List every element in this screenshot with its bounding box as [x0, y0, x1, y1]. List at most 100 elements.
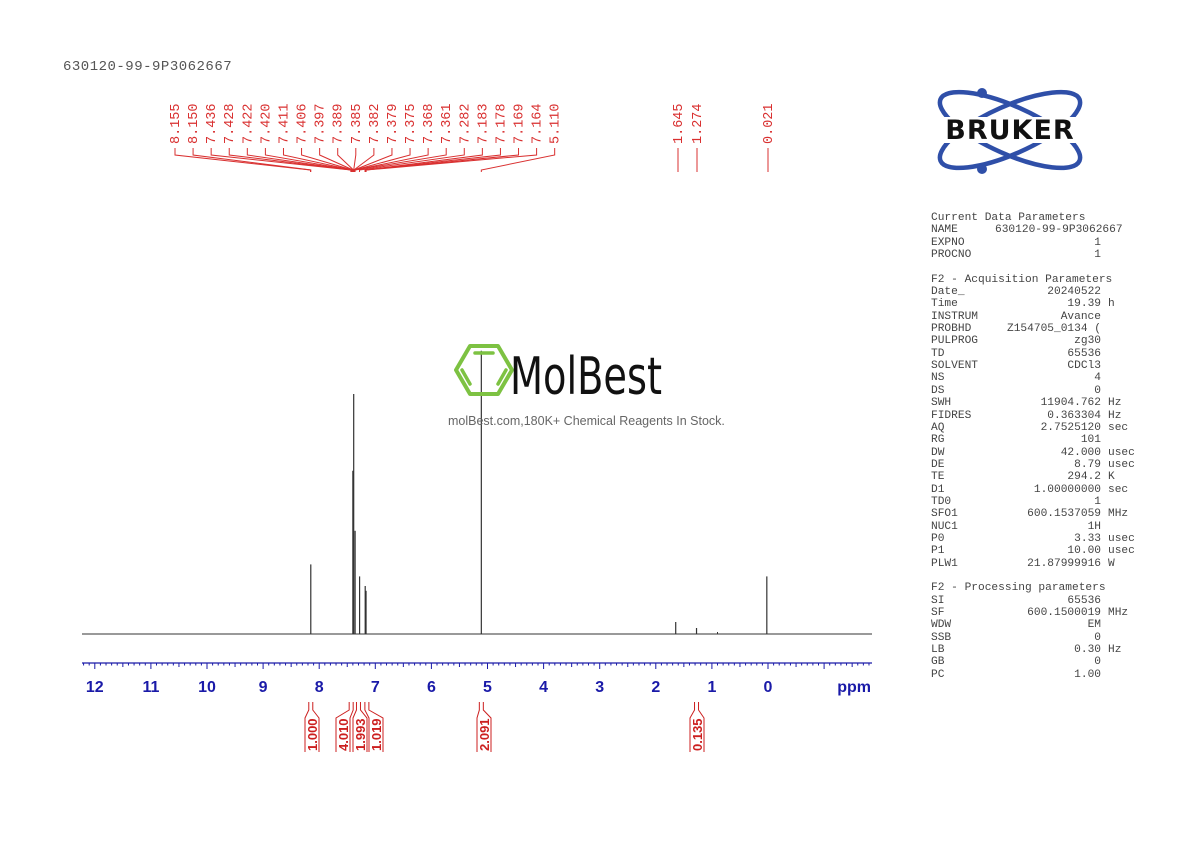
- param-row-procno: PROCNO 1: [931, 249, 1135, 261]
- param-row-name: NAME 630120-99-9P3062667: [931, 224, 1135, 236]
- peak-label: 7.436: [205, 103, 220, 144]
- peak-label: 1.645: [672, 103, 687, 144]
- param-unit: [1101, 496, 1108, 508]
- param-row-pulprog: PULPROG zg30: [931, 335, 1135, 347]
- x-tick-label: 0: [764, 679, 773, 696]
- peak-label: 0.021: [762, 103, 777, 144]
- param-key: TD0: [931, 495, 952, 508]
- param-unit: h: [1108, 298, 1115, 311]
- param-unit: [1101, 335, 1108, 347]
- param-unit: [1101, 311, 1108, 323]
- param-row-lb: LB 0.30 Hz: [931, 644, 1135, 656]
- spectrum-title: 630120-99-9P3062667: [63, 59, 233, 75]
- param-row-instrum: INSTRUM Avance: [931, 311, 1135, 323]
- param-unit: [1101, 360, 1108, 372]
- param-key: GB: [931, 656, 945, 669]
- param-key: SF: [931, 607, 945, 619]
- peak-label: 1.274: [691, 103, 706, 144]
- current-data-rows: NAME 630120-99-9P3062667 EXPNO 1 PROCNO 1: [931, 224, 1135, 261]
- integral-value: 1.000: [305, 718, 320, 751]
- molbest-watermark: MolBest molBest.com,180K+ Chemical Reage…: [448, 342, 748, 428]
- param-unit: MHz: [1108, 607, 1129, 619]
- param-value: 65536: [1067, 347, 1101, 360]
- param-key: PROBHD: [931, 323, 972, 336]
- param-row-probhd: PROBHD Z154705_0134 (: [931, 323, 1135, 335]
- param-key: DS: [931, 384, 945, 397]
- peak-label: 7.411: [277, 103, 292, 144]
- param-key: SI: [931, 594, 945, 607]
- param-unit: W: [1108, 557, 1115, 570]
- param-row-sf: SF 600.1500019 MHz: [931, 607, 1135, 619]
- peak-label: 7.178: [494, 103, 509, 144]
- param-key: SSB: [931, 631, 952, 644]
- x-tick-label: 8: [315, 679, 324, 696]
- peak-label: 7.389: [332, 103, 347, 144]
- x-tick-label: 5: [483, 679, 492, 696]
- param-unit: [1101, 286, 1108, 298]
- param-unit: [1101, 595, 1108, 607]
- peak-label: 7.169: [513, 103, 528, 144]
- param-value: 600.1500019: [1027, 607, 1101, 619]
- peak-label: 7.422: [241, 103, 256, 144]
- x-tick-label: 4: [539, 679, 548, 696]
- param-unit: [1101, 434, 1108, 446]
- peak-label: 7.183: [476, 103, 491, 144]
- param-unit: sec: [1108, 421, 1129, 434]
- param-value: 3.33: [1074, 532, 1101, 545]
- param-row-date: Date_ 20240522: [931, 286, 1135, 298]
- param-unit: [1101, 249, 1108, 261]
- param-value: 1: [1094, 495, 1101, 508]
- peak-label: 7.379: [386, 103, 401, 144]
- param-unit: Hz: [1108, 644, 1122, 657]
- param-key: AQ: [931, 421, 945, 434]
- peak-labels: 8.155 8.150 7.436 7.428 7.422 7.420 7.411 7.406…: [169, 103, 777, 144]
- param-row-td: TD 65536: [931, 348, 1135, 360]
- param-unit: [1101, 237, 1108, 249]
- param-value: 1: [1094, 249, 1101, 262]
- param-key: P1: [931, 545, 945, 558]
- param-value: 20240522: [1047, 286, 1101, 299]
- param-key: SWH: [931, 397, 952, 410]
- acquisition-heading: F2 - Acquisition Parameters: [931, 273, 1113, 286]
- param-value: 630120-99-9P3062667: [995, 224, 1123, 237]
- param-value: 294.2: [1067, 471, 1101, 484]
- param-unit: [1101, 385, 1108, 397]
- current-data-heading: Current Data Parameters: [931, 212, 1086, 224]
- param-row-ds: DS 0: [931, 385, 1135, 397]
- peak-label: 7.382: [368, 103, 383, 144]
- param-unit: usec: [1108, 545, 1135, 558]
- param-unit: K: [1108, 471, 1115, 484]
- param-row-te: TE 294.2 K: [931, 471, 1135, 483]
- param-key: LB: [931, 644, 945, 657]
- param-value: 11904.762: [1040, 397, 1101, 410]
- peak-label: 7.282: [458, 103, 473, 144]
- param-value: zg30: [1074, 335, 1101, 348]
- param-unit: [1101, 619, 1108, 631]
- param-row-gb: GB 0: [931, 656, 1135, 668]
- peak-label: 8.155: [169, 103, 184, 144]
- peak-label: 7.428: [223, 103, 238, 144]
- param-unit: usec: [1108, 446, 1135, 459]
- param-row-p0: P0 3.33 usec: [931, 533, 1135, 545]
- param-key: NUC1: [931, 520, 958, 533]
- acquisition-parameters-panel: Current Data Parameters NAME 630120-99-9P…: [931, 212, 1135, 681]
- peak-label: 7.385: [350, 103, 365, 144]
- acquisition-rows: Date_ 20240522 Time 19.39 h INSTRUM Avance PROB…: [931, 286, 1135, 570]
- param-unit: usec: [1108, 532, 1135, 545]
- param-row-d1: D1 1.00000000 sec: [931, 484, 1135, 496]
- param-value: 0.363304: [1047, 409, 1101, 422]
- integral-labels: 1.000 4.010 1.993 1.019 2.091 0.135: [304, 702, 705, 752]
- param-row-ns: NS 4: [931, 372, 1135, 384]
- param-row-expno: EXPNO 1: [931, 237, 1135, 249]
- x-axis: 12 11 10 9 8 7 6 5 4 3 2 1 0 ppm: [82, 662, 872, 696]
- param-value: Avance: [1060, 310, 1101, 323]
- x-tick-label: 12: [86, 679, 104, 696]
- param-value: 1H: [1087, 520, 1101, 533]
- integral-value: 4.010: [336, 718, 351, 751]
- param-key: NS: [931, 372, 945, 385]
- param-unit: [1101, 323, 1108, 335]
- param-value: 0: [1094, 656, 1101, 669]
- param-value: 8.79: [1074, 458, 1101, 471]
- param-value: 42.000: [1060, 446, 1101, 459]
- param-row-rg: RG 101: [931, 434, 1135, 446]
